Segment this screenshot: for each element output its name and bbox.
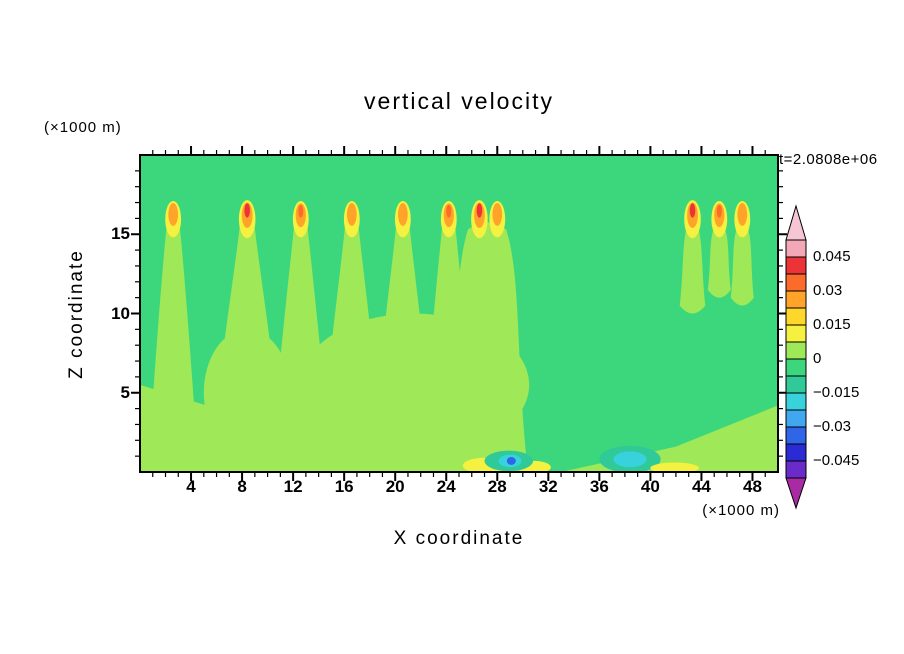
colorbar-tick-label: 0.03 (813, 282, 843, 299)
y-tick-label: 15 (111, 224, 130, 244)
y-axis-units-label: (×1000 m) (44, 119, 122, 136)
time-stamp-label: t=2.0808e+06 (779, 151, 878, 168)
colorbar-tick-label: 0 (813, 350, 822, 367)
colorbar-top-arrow (785, 204, 807, 241)
colorbar-tick-label: −0.045 (813, 452, 860, 469)
x-tick-label: 36 (589, 477, 609, 496)
colorbar-tick-label: 0.015 (813, 316, 851, 333)
x-tick-label: 32 (538, 477, 558, 496)
colorbar-tick-label: 0.045 (813, 248, 851, 265)
y-tick-label: 10 (111, 303, 130, 323)
colorbar-tick-label: −0.03 (813, 418, 851, 435)
x-tick-label: 20 (385, 477, 405, 496)
x-tick-label: 8 (237, 477, 247, 496)
x-tick-label: 44 (691, 477, 711, 496)
x-tick-label: 4 (186, 477, 196, 496)
x-tick-label: 24 (436, 477, 456, 496)
colorbar (785, 204, 807, 510)
y-axis-title: Z coordinate (66, 249, 87, 379)
y-tick-label: 5 (120, 382, 130, 402)
x-axis-units-label: (×1000 m) (702, 502, 780, 519)
x-tick-label: 40 (640, 477, 660, 496)
x-tick-label: 12 (283, 477, 303, 496)
x-tick-label: 16 (334, 477, 354, 496)
chart-title: vertical velocity (364, 88, 554, 114)
contour-field (140, 155, 778, 472)
colorbar-tick-label: −0.015 (813, 384, 860, 401)
colorbar-bottom-arrow (785, 477, 807, 510)
x-axis-title: X coordinate (393, 528, 525, 549)
x-tick-label: 48 (743, 477, 762, 496)
x-tick-label: 28 (487, 477, 507, 496)
